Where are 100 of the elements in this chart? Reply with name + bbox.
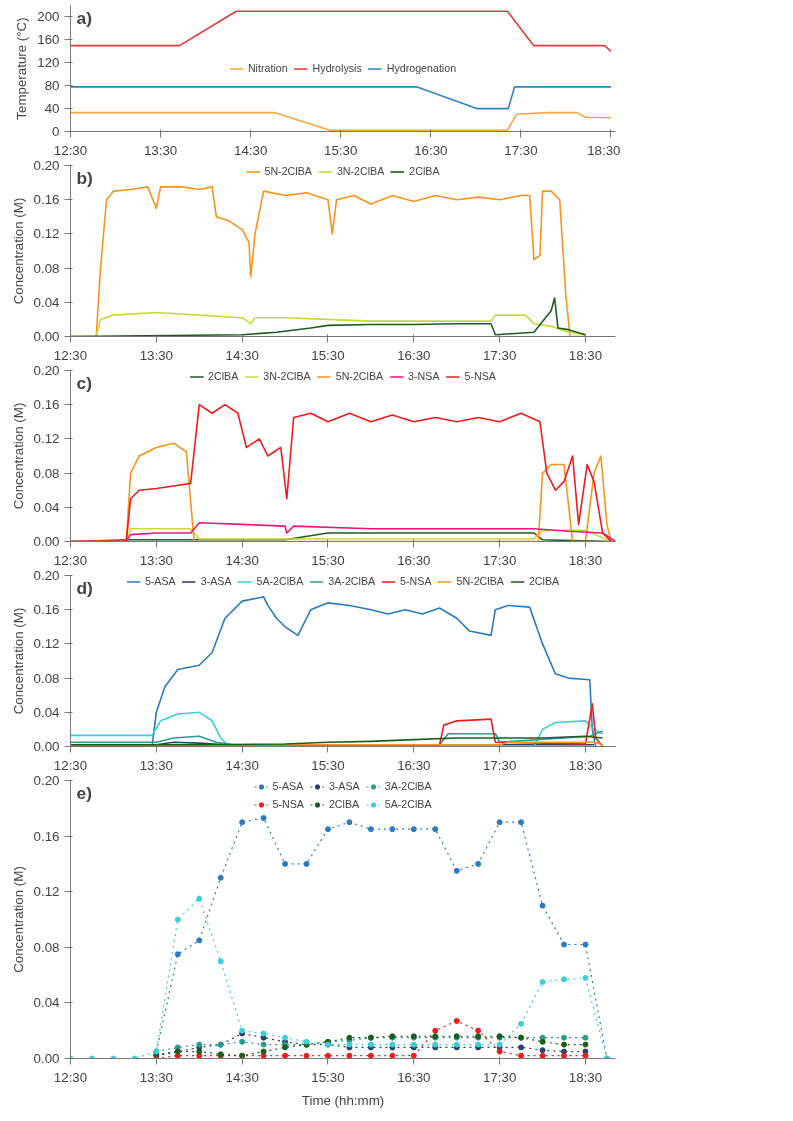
x-tick-label: 13:30 — [139, 1069, 174, 1085]
x-tick-label: 12:30 — [53, 142, 88, 158]
x-tick-label: 15:30 — [311, 1069, 345, 1085]
y-tick-label: 0.20 — [33, 568, 60, 583]
y-tick-label: 0.20 — [33, 158, 60, 173]
y-tick-label: 80 — [44, 78, 60, 94]
x-tick-label: 15:30 — [311, 757, 345, 773]
x-tick-label: 17:30 — [482, 757, 517, 773]
x-tick-label: 17:30 — [482, 552, 517, 568]
x-tick-label: 15:30 — [324, 142, 358, 158]
legend-label: Hydrolysis — [312, 62, 362, 74]
y-tick-label: 0.00 — [33, 534, 60, 549]
y-tick-label: 0.16 — [33, 828, 60, 844]
y-tick-label: 40 — [44, 101, 60, 117]
y-tick-label: 0.04 — [33, 499, 61, 515]
y-axis-title: Concentration (M) — [10, 197, 26, 305]
x-tick-label: 16:30 — [397, 347, 431, 363]
y-tick-label: 0.00 — [33, 329, 60, 344]
y-tick-label: 0.16 — [33, 192, 60, 208]
legend-label: 5A-2ClBA — [256, 575, 304, 587]
legend-label: 3A-2ClBA — [328, 575, 376, 587]
y-tick-label: 0.04 — [33, 294, 61, 310]
y-tick-label: 0.16 — [33, 397, 60, 413]
legend-label: 5-NSA — [272, 798, 304, 810]
legend-label: 2ClBA — [528, 575, 560, 587]
legend-label: 3-ASA — [328, 780, 360, 792]
x-tick-label: 13:30 — [143, 142, 178, 158]
x-tick-label: 18:30 — [568, 1069, 603, 1085]
x-tick-label: 12:30 — [53, 757, 88, 773]
y-axis-title: Concentration (M) — [10, 866, 26, 973]
annotation: a) — [76, 7, 92, 28]
legend-label: Nitration — [247, 62, 288, 74]
legend-label: 5-ASA — [144, 575, 176, 587]
x-tick-label: 16:30 — [397, 1069, 431, 1085]
x-tick-label: 14:30 — [225, 347, 259, 363]
annotation: c) — [76, 372, 92, 393]
y-tick-label: 0.00 — [33, 739, 60, 754]
x-tick-label: 16:30 — [414, 142, 448, 158]
legend-label: 5A-2ClBA — [384, 798, 432, 810]
x-tick-label: 14:30 — [233, 142, 268, 158]
x-tick-label: 13:30 — [139, 347, 174, 363]
x-tick-label: 14:30 — [225, 552, 259, 568]
y-tick-label: 0.08 — [33, 939, 60, 955]
legend-label: 3N-2ClBA — [336, 165, 385, 177]
legend-label: 2ClBA — [208, 370, 239, 382]
legend-label: 3-ASA — [200, 575, 232, 587]
y-tick-label: 200 — [37, 9, 60, 25]
y-tick-label: 0.12 — [33, 636, 60, 652]
y-tick-label: 0.00 — [33, 1051, 60, 1066]
x-tick-label: 18:30 — [568, 552, 603, 568]
legend-label: 2ClBA — [409, 165, 440, 177]
annotation: b) — [76, 167, 93, 188]
legend-label: 3N-2ClBA — [263, 370, 311, 382]
legend-label: 5N-2ClBA — [335, 370, 384, 382]
x-axis-title: Time (hh:mm) — [301, 1092, 385, 1108]
legend-label: 5-NSA — [464, 370, 496, 382]
y-axis-title: Concentration (M) — [10, 402, 26, 510]
legend-label: 5N-2ClBA — [264, 165, 312, 177]
y-tick-label: 120 — [37, 55, 60, 71]
y-tick-label: 0.12 — [33, 431, 60, 447]
legend-label: 3-NSA — [408, 370, 440, 382]
legend-label: 5-ASA — [272, 780, 304, 792]
y-tick-label: 160 — [37, 32, 60, 48]
y-tick-label: 0 — [52, 124, 60, 139]
y-tick-label: 0.20 — [33, 773, 60, 788]
y-tick-label: 0.20 — [33, 363, 60, 378]
legend-label: Hydrogenation — [386, 62, 457, 74]
legend-label: 2ClBA — [328, 798, 360, 810]
x-tick-label: 16:30 — [397, 552, 431, 568]
x-tick-label: 12:30 — [53, 1069, 88, 1085]
y-tick-label: 0.08 — [33, 465, 60, 481]
x-tick-label: 17:30 — [504, 142, 538, 158]
x-tick-label: 13:30 — [139, 757, 174, 773]
x-tick-label: 13:30 — [139, 552, 174, 568]
y-tick-label: 0.08 — [33, 670, 60, 686]
x-tick-label: 16:30 — [397, 757, 431, 773]
x-tick-label: 17:30 — [482, 347, 517, 363]
annotation: e) — [76, 782, 92, 803]
y-axis-title: Temperature (°C) — [14, 17, 30, 120]
y-tick-label: 0.04 — [33, 704, 61, 720]
x-tick-label: 15:30 — [311, 552, 345, 568]
x-tick-label: 18:30 — [568, 757, 603, 773]
y-tick-label: 0.12 — [33, 226, 60, 242]
y-tick-label: 0.16 — [33, 602, 60, 618]
legend-label: 3A-2ClBA — [384, 780, 432, 792]
legend-label: 5N-2ClBA — [456, 575, 504, 587]
y-axis-title: Concentration (M) — [10, 607, 26, 715]
x-tick-label: 14:30 — [225, 1069, 259, 1085]
y-tick-label: 0.04 — [33, 995, 61, 1011]
x-tick-label: 14:30 — [225, 757, 259, 773]
x-tick-label: 17:30 — [482, 1069, 517, 1085]
y-tick-label: 0.08 — [33, 260, 60, 276]
legend-label: 5-NSA — [400, 575, 432, 587]
x-tick-label: 18:30 — [587, 142, 621, 158]
x-tick-label: 12:30 — [53, 347, 88, 363]
annotation: d) — [76, 577, 93, 598]
x-tick-label: 18:30 — [568, 347, 603, 363]
x-tick-label: 15:30 — [311, 347, 345, 363]
y-tick-label: 0.12 — [33, 884, 60, 900]
x-tick-label: 12:30 — [53, 552, 88, 568]
